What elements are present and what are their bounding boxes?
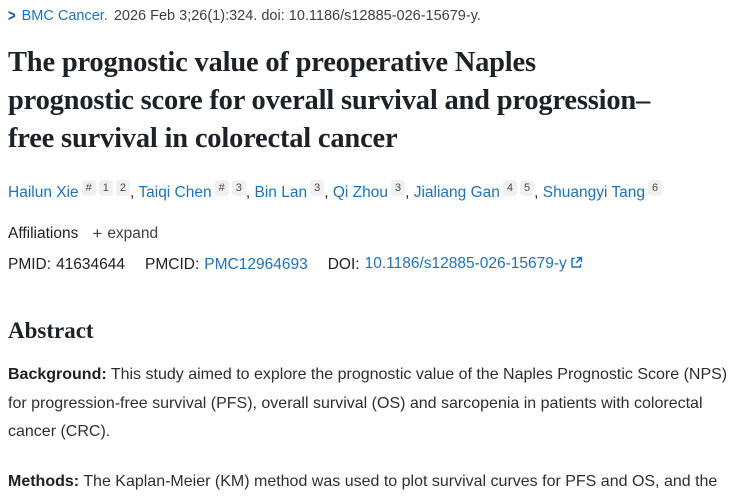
author-link[interactable]: Taiqi Chen xyxy=(138,184,212,201)
pmcid-label: PMCID: xyxy=(145,255,200,273)
background-text: This study aimed to explore the prognost… xyxy=(8,366,728,440)
chevron-right-icon[interactable]: > xyxy=(8,6,16,25)
expand-label: expand xyxy=(107,225,159,242)
author: Hailun Xie #1 2, xyxy=(8,180,139,201)
doi-value: 10.1186/s12885-026-15679-y xyxy=(364,255,567,272)
affiliation-badge[interactable]: 3 xyxy=(231,180,246,196)
affiliation-badge[interactable]: 4 xyxy=(502,180,518,196)
external-link-icon xyxy=(570,256,583,274)
journal-link[interactable]: BMC Cancer. xyxy=(21,8,108,24)
expand-affiliations-button[interactable]: + expand xyxy=(92,224,158,244)
pmid-group: PMID: 41634644 xyxy=(8,256,125,274)
abstract-methods-paragraph: Methods: The Kaplan-Meier (KM) method wa… xyxy=(8,468,736,500)
author-separator: , xyxy=(534,184,543,201)
methods-label: Methods: xyxy=(8,472,80,490)
journal-citation: > BMC Cancer. 2026 Feb 3;26(1):324. doi:… xyxy=(8,6,742,25)
author: Jialiang Gan 4 5, xyxy=(413,180,543,201)
citation-details: 2026 Feb 3;26(1):324. doi: 10.1186/s1288… xyxy=(113,8,481,24)
author-separator: , xyxy=(245,184,255,201)
equal-contrib-badge[interactable]: # xyxy=(214,180,229,196)
author-link[interactable]: Shuangyi Tang xyxy=(542,184,646,201)
affiliations-label: Affiliations xyxy=(8,225,79,242)
doi-label: DOI: xyxy=(327,255,360,273)
article-title: The prognostic value of preoperative Nap… xyxy=(8,47,651,154)
author: Bin Lan 3, xyxy=(254,180,333,201)
plus-icon: + xyxy=(92,224,103,243)
pmcid-group: PMCID: PMC12964693 xyxy=(145,256,308,274)
affiliation-badge[interactable]: 1 xyxy=(98,180,113,196)
doi-group: DOI: 10.1186/s12885-026-15679-y xyxy=(328,255,583,274)
pmid-value: 41634644 xyxy=(56,255,126,273)
abstract-background-paragraph: Background: This study aimed to explore … xyxy=(8,361,736,447)
doi-link[interactable]: 10.1186/s12885-026-15679-y xyxy=(365,255,583,274)
identifiers-row: PMID: 41634644 PMCID: PMC12964693 DOI: 1… xyxy=(8,255,742,274)
author-link[interactable]: Qi Zhou xyxy=(332,184,388,201)
author: Taiqi Chen #3, xyxy=(138,180,255,201)
author: Shuangyi Tang 6 xyxy=(542,180,663,201)
pmid-label: PMID: xyxy=(8,255,52,273)
affiliation-badge[interactable]: 3 xyxy=(310,180,325,196)
author-link[interactable]: Bin Lan xyxy=(254,184,308,201)
authors-list: Hailun Xie #1 2, Taiqi Chen #3, Bin Lan 3, Q… xyxy=(8,180,742,202)
author-link[interactable]: Hailun Xie xyxy=(8,184,79,201)
author-separator: , xyxy=(130,184,139,201)
equal-contrib-badge[interactable]: # xyxy=(81,180,96,196)
author-separator: , xyxy=(324,184,333,201)
abstract-heading: Abstract xyxy=(8,318,94,343)
pmcid-link[interactable]: PMC12964693 xyxy=(204,255,308,273)
affiliations-row: Affiliations + expand xyxy=(8,224,742,244)
affiliation-badge[interactable]: 5 xyxy=(520,180,535,196)
affiliation-badge[interactable]: 2 xyxy=(115,180,131,196)
author-separator: , xyxy=(405,184,414,201)
author-link[interactable]: Jialiang Gan xyxy=(413,184,500,201)
background-label: Background: xyxy=(8,366,107,383)
methods-text: The Kaplan-Meier (KM) method was used to… xyxy=(83,472,718,490)
affiliation-badge[interactable]: 3 xyxy=(390,180,406,196)
author: Qi Zhou 3, xyxy=(332,180,414,201)
affiliation-badge[interactable]: 6 xyxy=(648,180,663,196)
